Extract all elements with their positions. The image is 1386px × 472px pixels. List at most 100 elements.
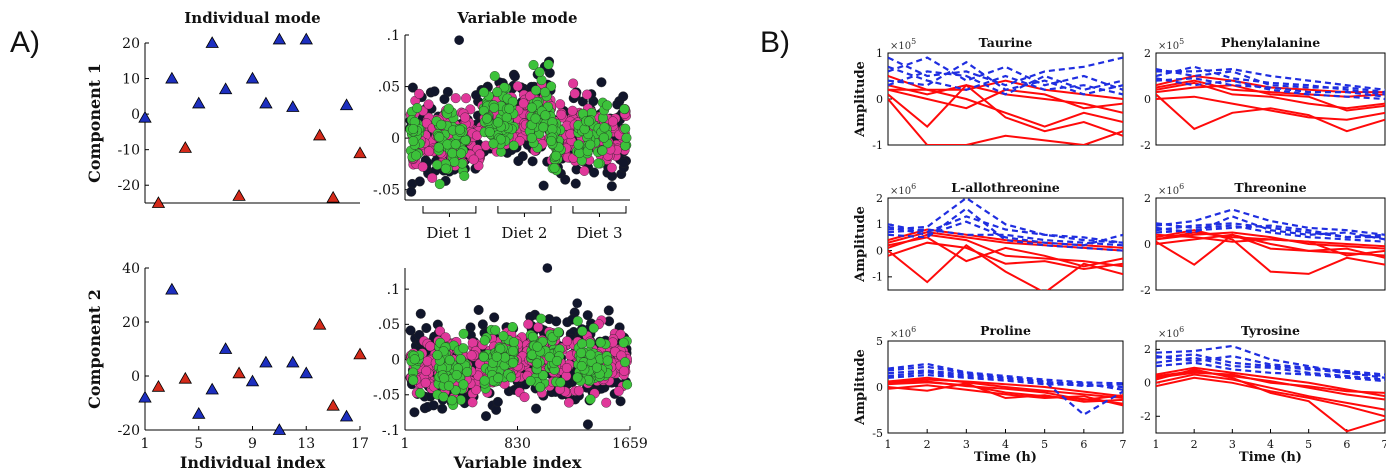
data-point [606, 181, 617, 192]
data-point [450, 93, 461, 104]
data-point [531, 403, 542, 414]
data-point [478, 351, 489, 362]
outlier-point [542, 263, 553, 273]
data-point [432, 159, 443, 170]
y-tick-label: -2 [1140, 139, 1151, 152]
triangle-point [272, 423, 287, 435]
triangle-point [326, 398, 340, 411]
data-point [462, 366, 473, 377]
y-tick-label: 0 [1144, 93, 1151, 106]
data-point [598, 132, 609, 143]
data-point [576, 347, 587, 358]
chart-title: Tyrosine [1241, 323, 1300, 338]
data-point [579, 165, 590, 176]
data-point [527, 331, 538, 342]
series-lines [888, 56, 1123, 145]
data-point [556, 109, 567, 120]
data-point [425, 341, 436, 352]
triangle-point [151, 379, 166, 392]
data-point [508, 357, 519, 368]
data-point [432, 350, 443, 361]
data-point [570, 178, 581, 189]
chart-a1: 20 10 0 -10 -20 Individual mode Component 1 [85, 9, 367, 208]
data-point [434, 179, 445, 190]
exponent-label: ×106 [890, 325, 916, 340]
blue-dashed-line [888, 56, 1123, 91]
triangle-point [259, 96, 273, 109]
data-point [415, 308, 426, 319]
triangle-point [286, 355, 300, 368]
triangle-point [339, 98, 354, 111]
red-line [888, 88, 1123, 128]
y-tick-label: -2 [1140, 284, 1151, 297]
red-line [1156, 229, 1385, 275]
red-line [888, 233, 1123, 268]
data-point [508, 140, 519, 151]
data-point [508, 337, 519, 348]
data-point [568, 78, 579, 89]
data-point [519, 392, 530, 403]
blue-dashed-line [1156, 65, 1385, 96]
x-tick-label: 6 [1343, 438, 1350, 451]
blue-dashed-line [1156, 77, 1385, 98]
triangle-point [218, 342, 233, 354]
data-point [555, 377, 566, 388]
x-axis-label: Time (h) [1239, 450, 1302, 465]
blue-dashed-line [1156, 224, 1385, 239]
data-point [490, 325, 501, 336]
y-axis-label: Component 1 [85, 63, 104, 183]
data-point [564, 397, 575, 408]
y-tick-label: 0 [876, 381, 883, 394]
blue-dashed-line [888, 56, 1123, 87]
data-point [601, 397, 612, 408]
data-point [458, 343, 469, 354]
outlier-point [572, 298, 583, 309]
data-point [622, 379, 633, 390]
red-line [888, 378, 1123, 398]
red-line [1156, 370, 1385, 401]
data-point [443, 380, 454, 391]
y-tick-label: -20 [117, 178, 140, 194]
x-tick-label: 5 [1041, 438, 1048, 451]
x-tick-label: 9 [248, 436, 257, 452]
x-tick-label: 4 [1267, 438, 1274, 451]
data-point [491, 351, 502, 362]
triangle-point [151, 196, 166, 208]
blue-dashed-line [1156, 208, 1385, 236]
data-point [492, 396, 503, 407]
blue-dashed-line [888, 60, 1123, 96]
data-point [409, 407, 420, 418]
data-point [407, 82, 418, 93]
data-point [409, 354, 420, 365]
data-point [612, 99, 623, 110]
exponent-label: ×105 [1158, 37, 1184, 52]
chart-title: L-allothreonine [951, 180, 1060, 195]
data-point [477, 319, 488, 330]
data-point [461, 93, 472, 104]
data-point [459, 170, 470, 181]
y-tick-label: 0 [1144, 377, 1151, 390]
data-point [573, 139, 584, 150]
red-line [1156, 368, 1385, 433]
data-point [576, 361, 587, 372]
data-point [595, 337, 606, 348]
data-point [583, 116, 594, 127]
data-point [526, 132, 537, 143]
y-tick-label: 0 [391, 352, 400, 368]
data-point [423, 99, 434, 110]
data-point [588, 323, 599, 334]
data-point [421, 366, 432, 377]
y-tick-label: -1 [872, 271, 883, 284]
red-line [1156, 95, 1385, 121]
y-tick-label: 10 [122, 71, 140, 87]
data-point [585, 394, 596, 405]
y-tick-label: 2 [1144, 192, 1151, 205]
red-line [1156, 233, 1385, 266]
data-point [412, 103, 423, 114]
data-point [501, 112, 512, 123]
data-point [443, 103, 454, 114]
red-line [888, 83, 1123, 137]
data-point [526, 102, 537, 113]
data-point [621, 132, 632, 143]
red-line [888, 241, 1123, 271]
